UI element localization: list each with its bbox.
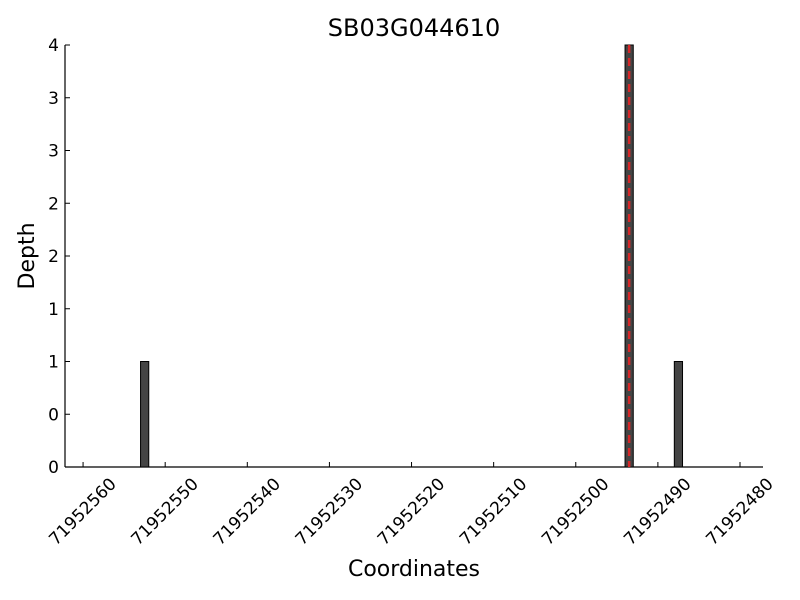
x-tick-label: 71952500	[538, 474, 613, 549]
x-tick-label: 71952480	[702, 474, 777, 549]
x-tick-label: 71952520	[374, 474, 449, 549]
x-axis-label: Coordinates	[348, 557, 480, 582]
y-tick-label: 0	[48, 458, 59, 478]
y-tick-label: 3	[48, 89, 59, 109]
x-tick-label: 71952530	[292, 474, 367, 549]
y-tick-label: 4	[48, 36, 59, 56]
x-tick-label: 71952540	[210, 474, 285, 549]
bar	[140, 361, 150, 468]
x-tick-label: 71952490	[620, 474, 695, 549]
x-tick-label: 71952510	[456, 474, 531, 549]
bar	[673, 361, 684, 468]
x-tick-label: 71952550	[128, 474, 203, 549]
y-tick-label: 0	[48, 405, 59, 425]
y-tick-label: 2	[48, 194, 59, 214]
y-tick-label: 3	[48, 142, 59, 162]
y-tick-label: 1	[48, 353, 59, 373]
y-tick-label: 2	[48, 247, 59, 267]
y-axis-label: Depth	[15, 222, 40, 289]
chart-title: SB03G044610	[328, 14, 500, 42]
y-tick-label: 1	[48, 300, 59, 320]
x-tick-label: 71952560	[45, 474, 120, 549]
